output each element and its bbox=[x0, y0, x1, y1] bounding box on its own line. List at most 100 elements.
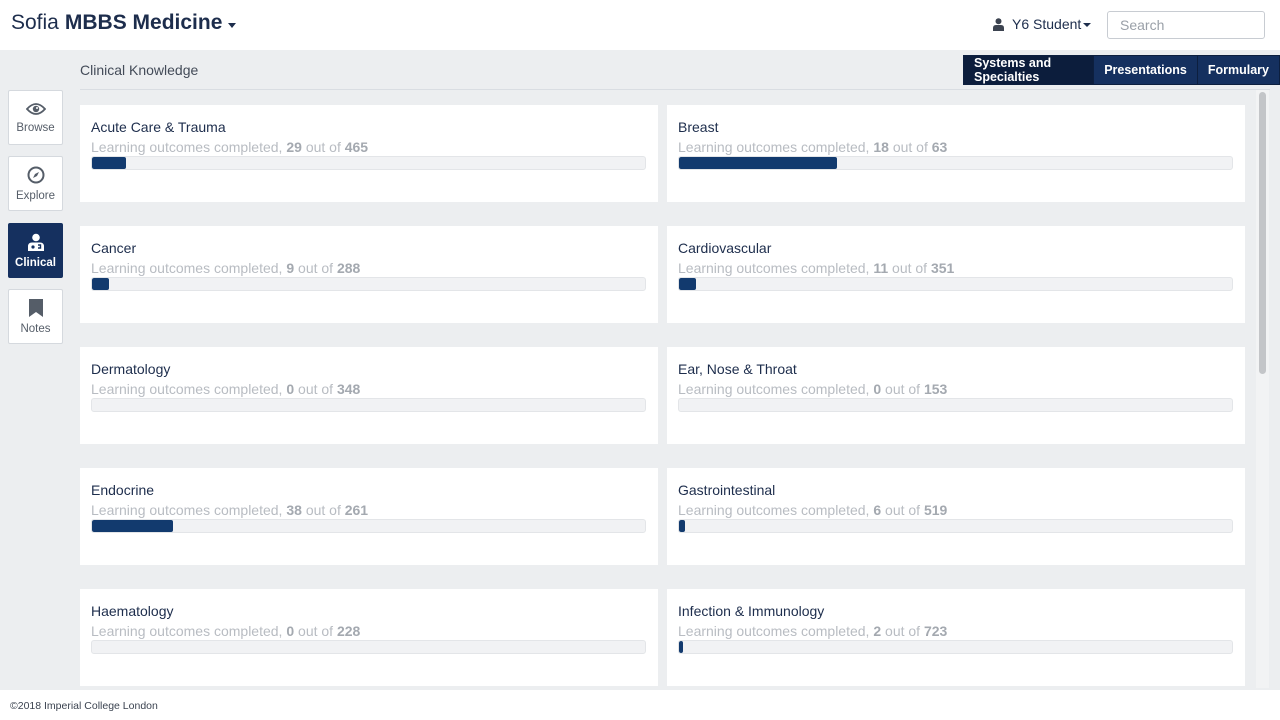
progress-text: Learning outcomes completed, 0 out of 22… bbox=[91, 623, 360, 639]
progress-bar bbox=[678, 398, 1233, 412]
progress-mid: out of bbox=[885, 623, 921, 639]
card-title: Gastrointestinal bbox=[678, 482, 776, 498]
sidebar-item-label: Notes bbox=[20, 322, 51, 335]
progress-fill bbox=[92, 278, 110, 290]
app-brand-menu[interactable]: Sofia MBBS Medicine bbox=[11, 11, 237, 35]
progress-prefix: Learning outcomes completed, bbox=[678, 502, 870, 518]
card-title: Cardiovascular bbox=[678, 240, 772, 256]
progress-fill bbox=[679, 157, 837, 169]
total-count: 351 bbox=[930, 260, 955, 276]
footer-bar bbox=[0, 690, 1280, 720]
brand-prefix: Sofia bbox=[11, 11, 59, 34]
completed-count: 0 bbox=[286, 381, 295, 397]
tab-presentations[interactable]: Presentations bbox=[1093, 56, 1197, 84]
progress-prefix: Learning outcomes completed, bbox=[91, 139, 283, 155]
card-title: Acute Care & Trauma bbox=[91, 119, 226, 135]
card-title: Dermatology bbox=[91, 361, 171, 377]
card-title: Endocrine bbox=[91, 482, 155, 498]
progress-mid: out of bbox=[885, 381, 921, 397]
specialty-card[interactable]: Gastrointestinal Learning outcomes compl… bbox=[667, 468, 1245, 565]
specialty-card[interactable]: Acute Care & Trauma Learning outcomes co… bbox=[80, 105, 658, 202]
specialty-card[interactable]: Infection & Immunology Learning outcomes… bbox=[667, 589, 1245, 686]
completed-count: 9 bbox=[286, 260, 295, 276]
progress-text: Learning outcomes completed, 2 out of 72… bbox=[678, 623, 947, 639]
sidebar-item-browse[interactable]: Browse bbox=[8, 90, 63, 145]
total-count: 228 bbox=[336, 623, 361, 639]
brand-course: MBBS Medicine bbox=[64, 11, 223, 34]
card-title: Haematology bbox=[91, 603, 174, 619]
progress-prefix: Learning outcomes completed, bbox=[678, 623, 870, 639]
view-tabs: Systems and Specialties Presentations Fo… bbox=[963, 55, 1280, 85]
specialty-card[interactable]: Haematology Learning outcomes completed,… bbox=[80, 589, 658, 686]
progress-prefix: Learning outcomes completed, bbox=[678, 139, 870, 155]
total-count: 261 bbox=[344, 502, 369, 518]
completed-count: 11 bbox=[873, 260, 889, 276]
sidebar-item-notes[interactable]: Notes bbox=[8, 289, 63, 344]
total-count: 288 bbox=[336, 260, 361, 276]
progress-fill bbox=[92, 520, 173, 532]
specialty-card[interactable]: Endocrine Learning outcomes completed, 3… bbox=[80, 468, 658, 565]
progress-mid: out of bbox=[305, 502, 341, 518]
progress-text: Learning outcomes completed, 0 out of 15… bbox=[678, 381, 947, 397]
total-count: 723 bbox=[923, 623, 948, 639]
sidebar-item-explore[interactable]: Explore bbox=[8, 156, 63, 211]
progress-fill bbox=[679, 641, 684, 653]
card-title: Breast bbox=[678, 119, 719, 135]
completed-count: 29 bbox=[286, 139, 302, 155]
progress-bar bbox=[678, 640, 1233, 654]
completed-count: 0 bbox=[286, 623, 295, 639]
page-title: Clinical Knowledge bbox=[80, 62, 199, 78]
progress-prefix: Learning outcomes completed, bbox=[91, 623, 283, 639]
specialty-card[interactable]: Ear, Nose & Throat Learning outcomes com… bbox=[667, 347, 1245, 444]
card-title: Cancer bbox=[91, 240, 137, 256]
progress-mid: out of bbox=[298, 260, 334, 276]
header-divider bbox=[80, 89, 1270, 90]
sidebar-item-label: Explore bbox=[16, 189, 55, 202]
user-icon bbox=[993, 17, 1004, 31]
total-count: 63 bbox=[931, 139, 948, 155]
progress-bar bbox=[91, 519, 646, 533]
user-menu[interactable]: Y6 Student bbox=[993, 16, 1092, 32]
total-count: 465 bbox=[344, 139, 369, 155]
progress-bar bbox=[678, 519, 1233, 533]
progress-mid: out of bbox=[892, 139, 928, 155]
sidebar-item-label: Browse bbox=[16, 121, 55, 134]
progress-bar bbox=[91, 156, 646, 170]
progress-bar bbox=[91, 277, 646, 291]
tab-systems-and-specialties[interactable]: Systems and Specialties bbox=[964, 56, 1094, 84]
copyright-footer: ©2018 Imperial College London bbox=[10, 700, 158, 712]
progress-fill bbox=[679, 278, 697, 290]
tab-formulary[interactable]: Formulary bbox=[1196, 56, 1279, 84]
completed-count: 2 bbox=[873, 623, 882, 639]
specialty-card[interactable]: Cancer Learning outcomes completed, 9 ou… bbox=[80, 226, 658, 323]
progress-mid: out of bbox=[892, 260, 928, 276]
specialty-card[interactable]: Cardiovascular Learning outcomes complet… bbox=[667, 226, 1245, 323]
progress-prefix: Learning outcomes completed, bbox=[678, 381, 870, 397]
progress-bar bbox=[678, 156, 1233, 170]
progress-mid: out of bbox=[305, 139, 341, 155]
sidebar-item-clinical[interactable]: Clinical bbox=[8, 223, 63, 278]
doctor-icon bbox=[27, 233, 44, 251]
scrollbar-thumb[interactable] bbox=[1259, 92, 1266, 374]
progress-prefix: Learning outcomes completed, bbox=[91, 381, 283, 397]
progress-fill bbox=[92, 157, 127, 169]
progress-text: Learning outcomes completed, 29 out of 4… bbox=[91, 139, 368, 155]
progress-mid: out of bbox=[298, 623, 334, 639]
progress-text: Learning outcomes completed, 11 out of 3… bbox=[678, 260, 954, 276]
top-navbar: Sofia MBBS Medicine Y6 Student bbox=[0, 0, 1280, 50]
specialty-card[interactable]: Breast Learning outcomes completed, 18 o… bbox=[667, 105, 1245, 202]
progress-text: Learning outcomes completed, 38 out of 2… bbox=[91, 502, 368, 518]
bookmark-icon bbox=[28, 298, 43, 317]
search-input[interactable] bbox=[1107, 11, 1265, 39]
progress-prefix: Learning outcomes completed, bbox=[91, 502, 283, 518]
progress-bar bbox=[91, 640, 646, 654]
specialty-card[interactable]: Dermatology Learning outcomes completed,… bbox=[80, 347, 658, 444]
progress-fill bbox=[679, 520, 686, 532]
user-label: Y6 Student bbox=[1012, 16, 1082, 32]
progress-text: Learning outcomes completed, 18 out of 6… bbox=[678, 139, 947, 155]
compass-icon bbox=[27, 166, 44, 183]
sidebar-item-label: Clinical bbox=[15, 256, 56, 269]
completed-count: 18 bbox=[873, 139, 889, 155]
progress-text: Learning outcomes completed, 9 out of 28… bbox=[91, 260, 360, 276]
total-count: 348 bbox=[336, 381, 361, 397]
